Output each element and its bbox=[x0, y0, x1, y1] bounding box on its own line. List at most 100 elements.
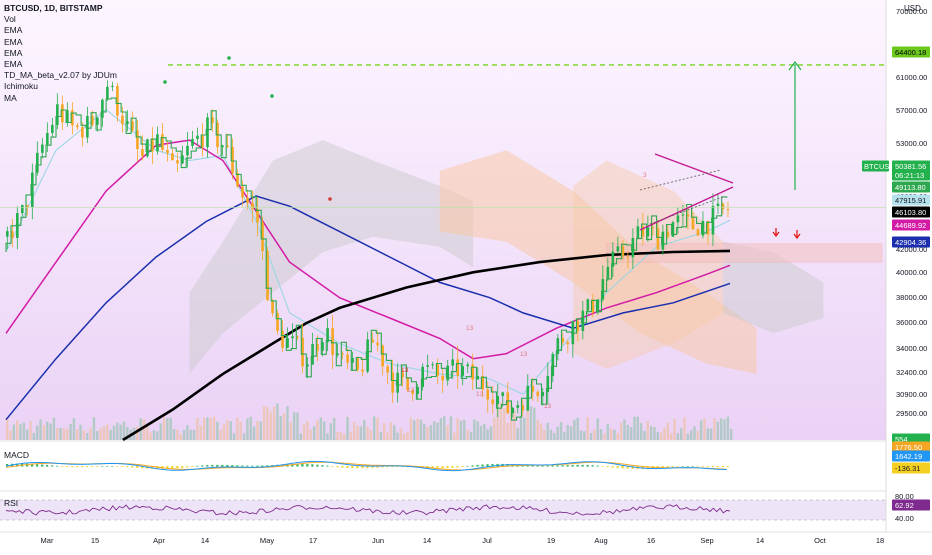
candle-body[interactable] bbox=[426, 365, 429, 367]
candle-body[interactable] bbox=[76, 125, 79, 128]
candle-body[interactable] bbox=[126, 121, 129, 125]
candle-body[interactable] bbox=[256, 209, 259, 223]
td-step-line[interactable] bbox=[5, 97, 728, 421]
price-tag[interactable] bbox=[892, 236, 930, 248]
candle-body[interactable] bbox=[141, 149, 144, 157]
legend-indicator[interactable]: Vol bbox=[4, 14, 16, 25]
candle-body[interactable] bbox=[6, 231, 9, 237]
candle-body[interactable] bbox=[281, 330, 284, 348]
candle-body[interactable] bbox=[231, 146, 234, 174]
candle-body[interactable] bbox=[646, 227, 650, 237]
candle-body[interactable] bbox=[21, 205, 24, 214]
candle-body[interactable] bbox=[26, 205, 29, 208]
candle-body[interactable] bbox=[496, 396, 500, 405]
candle-body[interactable] bbox=[451, 359, 455, 366]
candle-body[interactable] bbox=[561, 338, 565, 343]
candle-body[interactable] bbox=[51, 124, 54, 134]
candle-body[interactable] bbox=[46, 133, 49, 145]
down-arrow[interactable] bbox=[772, 228, 780, 238]
candle-body[interactable] bbox=[566, 342, 570, 345]
price-tag[interactable] bbox=[892, 450, 930, 462]
candle-body[interactable] bbox=[261, 222, 264, 252]
candle-body[interactable] bbox=[366, 339, 369, 372]
candle-body[interactable] bbox=[361, 369, 364, 372]
candle-body[interactable] bbox=[36, 152, 39, 173]
candle-body[interactable] bbox=[406, 377, 409, 391]
candle-body[interactable] bbox=[206, 117, 209, 148]
candle-body[interactable] bbox=[121, 115, 124, 125]
candle-body[interactable] bbox=[316, 344, 319, 351]
candle-body[interactable] bbox=[686, 214, 690, 217]
candle-body[interactable] bbox=[156, 134, 159, 152]
symbol-tag[interactable] bbox=[862, 160, 889, 172]
price-tag[interactable] bbox=[892, 46, 930, 58]
candle-body[interactable] bbox=[211, 117, 214, 123]
candle-body[interactable] bbox=[521, 405, 525, 411]
candle-body[interactable] bbox=[346, 354, 349, 363]
candle-body[interactable] bbox=[516, 405, 520, 408]
candle-body[interactable] bbox=[131, 121, 134, 131]
candle-body[interactable] bbox=[246, 197, 249, 204]
candle-body[interactable] bbox=[651, 227, 655, 229]
candle-body[interactable] bbox=[411, 390, 414, 394]
candle-body[interactable] bbox=[541, 392, 545, 397]
candle-body[interactable] bbox=[271, 300, 274, 314]
candle-body[interactable] bbox=[621, 246, 625, 257]
candle-body[interactable] bbox=[481, 375, 485, 390]
down-arrow[interactable] bbox=[793, 230, 801, 240]
candle-body[interactable] bbox=[656, 228, 660, 250]
line-ema-blue[interactable] bbox=[5, 195, 731, 421]
candle-body[interactable] bbox=[436, 364, 439, 376]
candle-body[interactable] bbox=[556, 338, 560, 355]
candle-body[interactable] bbox=[31, 172, 34, 208]
candle-body[interactable] bbox=[191, 138, 194, 146]
legend-indicator[interactable]: EMA bbox=[4, 25, 23, 36]
candle-body[interactable] bbox=[571, 321, 575, 345]
candle-body[interactable] bbox=[546, 376, 550, 393]
rsi-pane-label[interactable]: RSI bbox=[4, 498, 19, 508]
candle-body[interactable] bbox=[491, 399, 495, 405]
candle-body[interactable] bbox=[186, 145, 189, 156]
candle-body[interactable] bbox=[616, 246, 620, 252]
candle-body[interactable] bbox=[146, 139, 149, 157]
candle-body[interactable] bbox=[151, 139, 154, 152]
candle-body[interactable] bbox=[291, 336, 294, 339]
candle-body[interactable] bbox=[91, 116, 94, 125]
candle-body[interactable] bbox=[636, 226, 640, 239]
candle-body[interactable] bbox=[701, 220, 705, 236]
candle-body[interactable] bbox=[176, 160, 179, 164]
line-ma[interactable] bbox=[122, 249, 731, 442]
candle-body[interactable] bbox=[706, 220, 710, 235]
candle-body[interactable] bbox=[286, 338, 289, 348]
candle-body[interactable] bbox=[311, 344, 314, 365]
candle-body[interactable] bbox=[226, 145, 229, 147]
candle-body[interactable] bbox=[181, 155, 184, 164]
candle-body[interactable] bbox=[446, 365, 450, 381]
candle-body[interactable] bbox=[251, 203, 254, 210]
candle-body[interactable] bbox=[266, 251, 269, 301]
candle-body[interactable] bbox=[41, 144, 44, 153]
candle-body[interactable] bbox=[631, 238, 635, 258]
candle-body[interactable] bbox=[586, 299, 590, 311]
candle-body[interactable] bbox=[591, 299, 595, 313]
rsi-line[interactable] bbox=[5, 504, 731, 516]
price-tag[interactable] bbox=[892, 160, 930, 172]
candle-body[interactable] bbox=[166, 149, 169, 154]
candle-body[interactable] bbox=[726, 209, 730, 211]
legend-indicator[interactable]: TD_MA_beta_v2.07 by JDUm bbox=[4, 70, 117, 81]
candle-body[interactable] bbox=[721, 203, 725, 210]
candle-body[interactable] bbox=[371, 339, 374, 343]
candle-body[interactable] bbox=[396, 372, 399, 393]
candle-body[interactable] bbox=[456, 359, 460, 376]
candle-body[interactable] bbox=[476, 375, 480, 380]
support-zone[interactable] bbox=[606, 243, 883, 263]
candle-body[interactable] bbox=[196, 135, 199, 139]
candle-body[interactable] bbox=[171, 153, 174, 161]
candle-body[interactable] bbox=[711, 206, 715, 235]
price-tag[interactable] bbox=[892, 169, 930, 181]
candle-body[interactable] bbox=[306, 364, 309, 367]
candle-body[interactable] bbox=[671, 222, 675, 237]
candle-body[interactable] bbox=[276, 313, 279, 331]
wedge-upper-line[interactable] bbox=[654, 153, 734, 184]
